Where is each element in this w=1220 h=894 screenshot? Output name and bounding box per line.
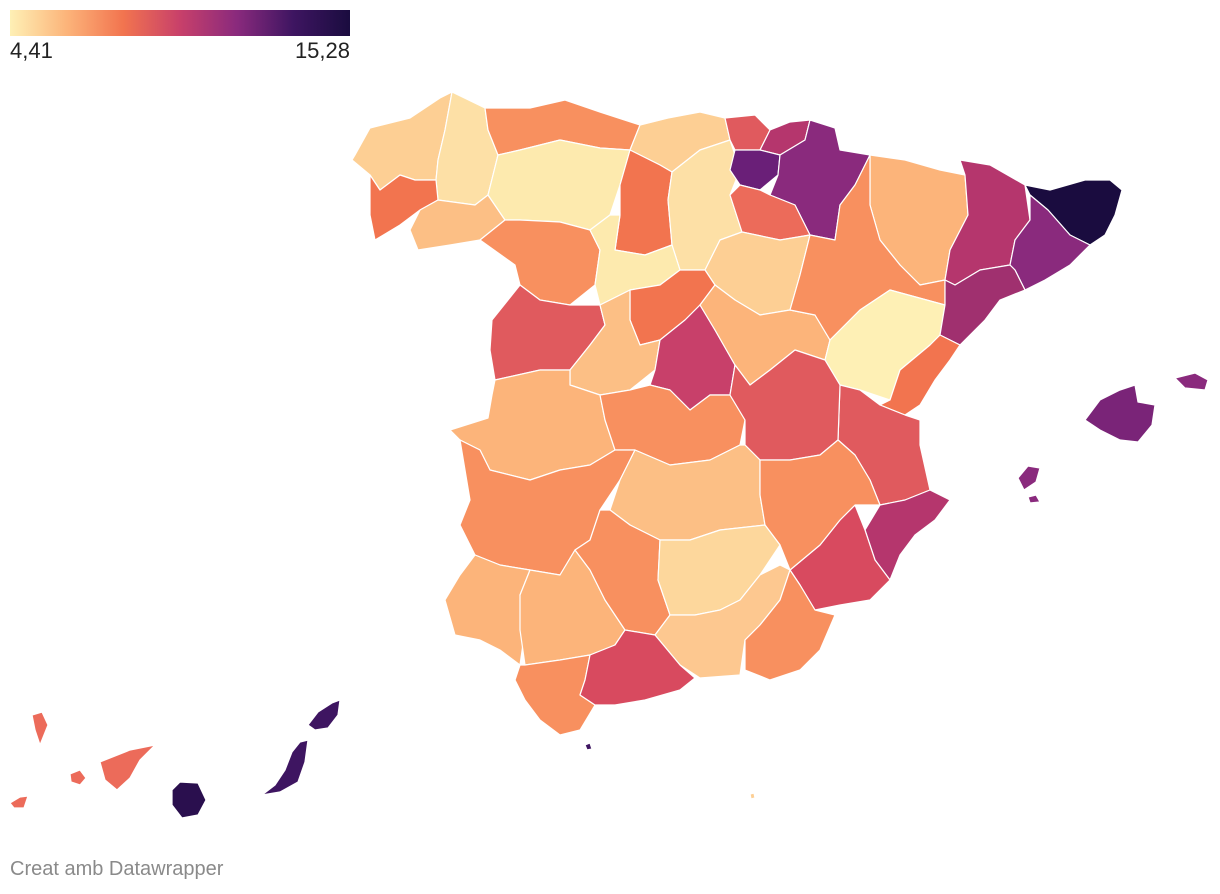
legend-gradient-bar bbox=[10, 10, 350, 36]
region-el-hierro[interactable] bbox=[9, 795, 29, 809]
credit-text: Creat amb Datawrapper bbox=[10, 858, 224, 880]
region-araba[interactable] bbox=[729, 149, 781, 191]
legend-min-label: 4,41 bbox=[10, 38, 53, 63]
legend-labels: 4,41 15,28 bbox=[10, 36, 350, 66]
region-zamora[interactable] bbox=[479, 219, 601, 306]
region-ceuta[interactable] bbox=[584, 742, 593, 751]
region-formentera[interactable] bbox=[1027, 494, 1041, 504]
legend-max-label: 15,28 bbox=[294, 38, 350, 63]
region-fuerteventura[interactable] bbox=[261, 739, 309, 796]
region-almeria[interactable] bbox=[744, 569, 836, 681]
region-ibiza[interactable] bbox=[1017, 465, 1041, 491]
region-malaga[interactable] bbox=[579, 629, 696, 706]
region-la-palma[interactable] bbox=[31, 711, 49, 746]
region-barcelona[interactable] bbox=[1009, 194, 1091, 291]
balearic-islands bbox=[1017, 372, 1209, 504]
region-mallorca[interactable] bbox=[1084, 384, 1156, 443]
region-gran-canaria[interactable] bbox=[171, 781, 207, 819]
autonomous-cities bbox=[584, 742, 756, 800]
canary-islands bbox=[9, 699, 341, 819]
region-lanzarote[interactable] bbox=[307, 699, 341, 731]
region-melilla[interactable] bbox=[749, 792, 756, 800]
region-huelva[interactable] bbox=[444, 554, 531, 666]
color-legend: 4,41 15,28 bbox=[10, 10, 350, 66]
region-menorca[interactable] bbox=[1174, 372, 1209, 391]
peninsula bbox=[351, 91, 1123, 736]
region-la-gomera[interactable] bbox=[69, 769, 87, 786]
region-tenerife[interactable] bbox=[99, 744, 156, 791]
